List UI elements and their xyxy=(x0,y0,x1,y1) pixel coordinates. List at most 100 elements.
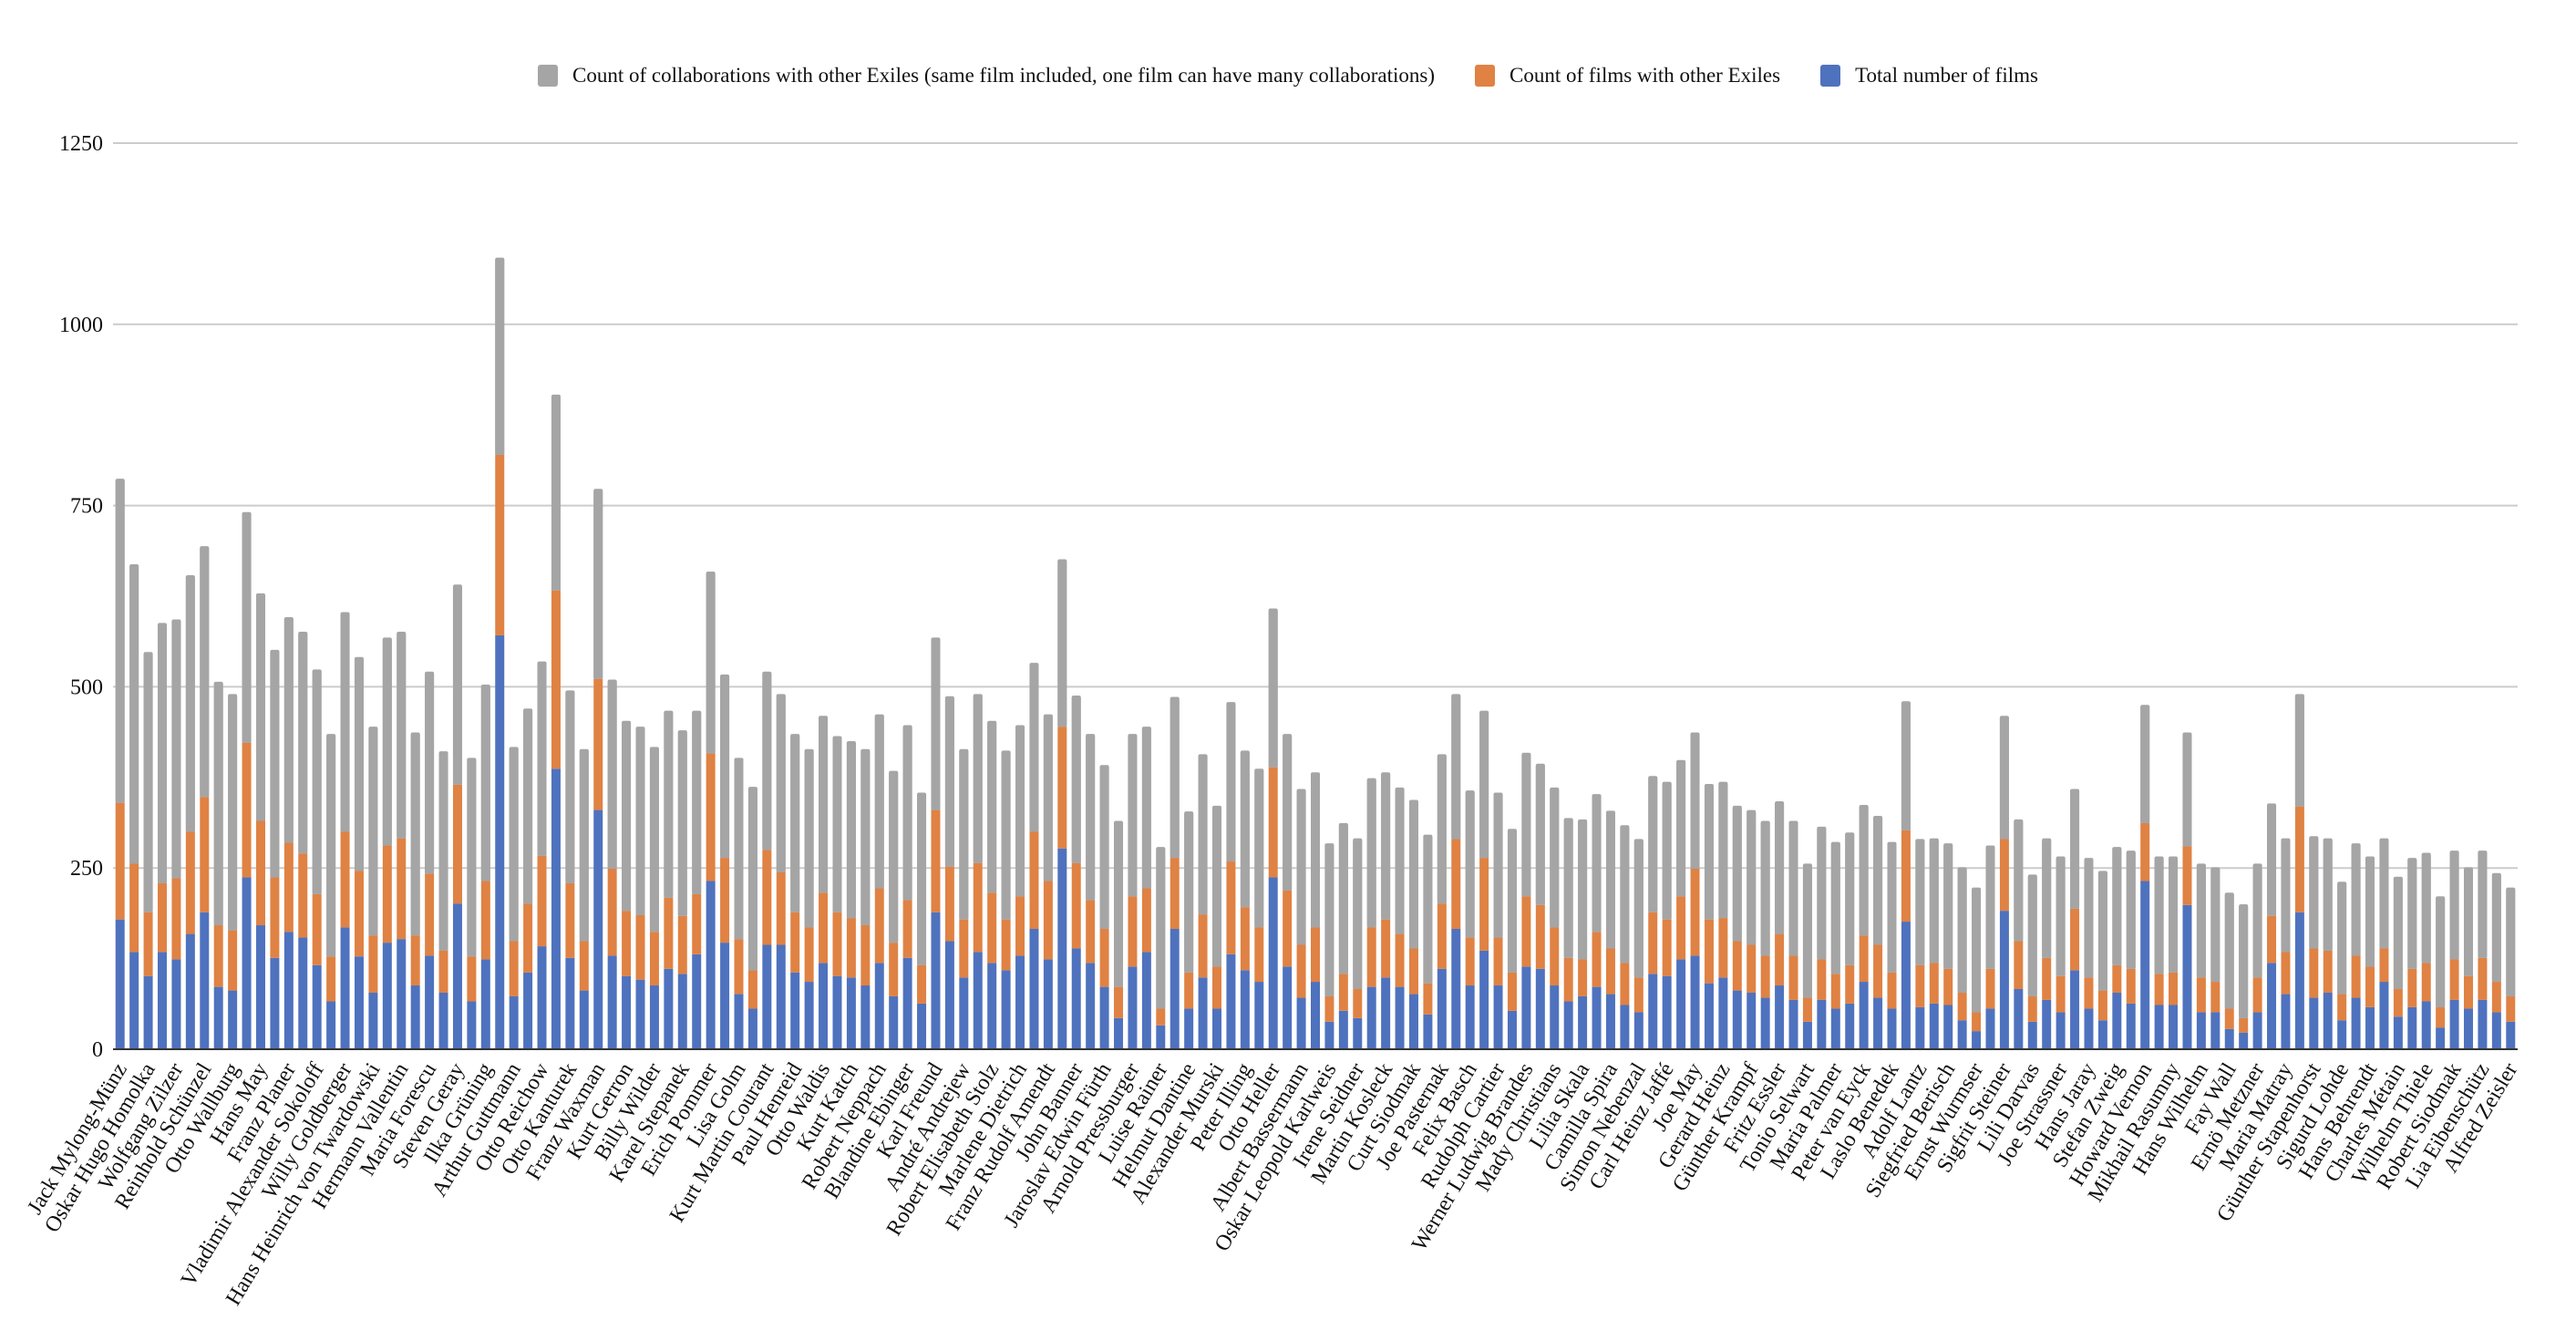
bar-stack[interactable] xyxy=(2478,851,2488,1049)
bar-stack[interactable] xyxy=(354,656,364,1049)
bar-segment-films-with-exiles[interactable] xyxy=(2042,957,2052,1000)
bar-segment-films-with-exiles[interactable] xyxy=(593,678,603,810)
bar-segment-total-films[interactable] xyxy=(1296,997,1306,1049)
bar-stack[interactable] xyxy=(1592,794,1602,1049)
bar-segment-total-films[interactable] xyxy=(1592,986,1602,1049)
bar-segment-films-with-exiles[interactable] xyxy=(185,831,195,934)
bar-stack[interactable] xyxy=(438,751,448,1049)
bar-segment-films-with-exiles[interactable] xyxy=(143,912,153,976)
bar-stack[interactable] xyxy=(1633,839,1643,1049)
bar-segment-films-with-exiles[interactable] xyxy=(1760,955,1770,998)
bar-stack[interactable] xyxy=(1732,805,1742,1049)
bar-segment-total-films[interactable] xyxy=(973,952,983,1049)
bar-stack[interactable] xyxy=(1437,754,1447,1049)
bar-stack[interactable] xyxy=(2210,867,2221,1049)
bar-segment-films-with-exiles[interactable] xyxy=(2014,941,2024,989)
bar-segment-films-with-exiles[interactable] xyxy=(1718,918,1728,978)
bar-segment-films-with-exiles[interactable] xyxy=(2210,982,2221,1013)
bar-segment-films-with-exiles[interactable] xyxy=(157,882,167,953)
bar-stack[interactable] xyxy=(762,671,772,1049)
bar-segment-total-films[interactable] xyxy=(283,932,294,1049)
bar-segment-total-films[interactable] xyxy=(1128,966,1138,1049)
bar-stack[interactable] xyxy=(1718,781,1728,1049)
bar-segment-films-with-exiles[interactable] xyxy=(1170,858,1180,929)
bar-stack[interactable] xyxy=(2491,872,2501,1049)
bar-stack[interactable] xyxy=(171,619,181,1049)
bar-segment-total-films[interactable] xyxy=(1845,1003,1855,1049)
bar-segment-total-films[interactable] xyxy=(1830,1008,1840,1049)
bar-stack[interactable] xyxy=(1240,750,1250,1049)
bar-segment-films-with-exiles[interactable] xyxy=(228,930,238,991)
bar-segment-films-with-exiles[interactable] xyxy=(959,919,969,978)
bar-stack[interactable] xyxy=(1985,845,1995,1049)
bar-segment-films-with-exiles[interactable] xyxy=(1887,972,1897,1009)
bar-segment-films-with-exiles[interactable] xyxy=(2027,995,2037,1022)
bar-segment-films-with-exiles[interactable] xyxy=(1226,861,1236,954)
bar-segment-total-films[interactable] xyxy=(917,1003,927,1049)
bar-segment-films-with-exiles[interactable] xyxy=(720,858,730,943)
bar-segment-total-films[interactable] xyxy=(143,975,153,1049)
bar-segment-total-films[interactable] xyxy=(846,977,856,1049)
bar-segment-total-films[interactable] xyxy=(1099,986,1109,1049)
bar-segment-total-films[interactable] xyxy=(874,963,884,1049)
bar-stack[interactable] xyxy=(2323,838,2333,1049)
bar-segment-films-with-exiles[interactable] xyxy=(1324,995,1334,1022)
bar-segment-total-films[interactable] xyxy=(649,985,659,1049)
bar-stack[interactable] xyxy=(270,649,280,1049)
bar-segment-total-films[interactable] xyxy=(1620,1005,1630,1049)
bar-segment-total-films[interactable] xyxy=(2281,994,2291,1049)
bar-stack[interactable] xyxy=(1901,701,1911,1049)
bar-segment-total-films[interactable] xyxy=(2182,904,2192,1049)
bar-segment-films-with-exiles[interactable] xyxy=(495,454,505,635)
bar-segment-films-with-exiles[interactable] xyxy=(2379,948,2389,983)
bar-segment-films-with-exiles[interactable] xyxy=(2097,990,2107,1021)
bar-segment-films-with-exiles[interactable] xyxy=(213,925,223,987)
bar-segment-films-with-exiles[interactable] xyxy=(2407,968,2417,1007)
bar-segment-total-films[interactable] xyxy=(2084,1008,2094,1049)
bar-segment-total-films[interactable] xyxy=(692,954,702,1049)
bar-stack[interactable] xyxy=(2393,876,2403,1049)
bar-segment-total-films[interactable] xyxy=(1057,848,1067,1049)
bar-stack[interactable] xyxy=(298,631,308,1049)
bar-segment-total-films[interactable] xyxy=(1859,982,1869,1049)
bar-stack[interactable] xyxy=(1747,809,1757,1049)
bar-stack[interactable] xyxy=(1324,843,1334,1049)
bar-stack[interactable] xyxy=(2042,838,2052,1049)
bar-segment-films-with-exiles[interactable] xyxy=(354,871,364,957)
bar-stack[interactable] xyxy=(664,710,674,1049)
bar-stack[interactable] xyxy=(1408,799,1418,1049)
bar-stack[interactable] xyxy=(242,511,252,1049)
bar-stack[interactable] xyxy=(2421,852,2431,1049)
bar-stack[interactable] xyxy=(495,257,505,1049)
bar-segment-total-films[interactable] xyxy=(537,946,547,1049)
bar-segment-total-films[interactable] xyxy=(2379,982,2389,1049)
bar-stack[interactable] xyxy=(1915,839,1925,1049)
bar-segment-films-with-exiles[interactable] xyxy=(2323,950,2333,993)
bar-stack[interactable] xyxy=(1423,834,1433,1049)
bar-segment-films-with-exiles[interactable] xyxy=(537,855,547,947)
bar-segment-films-with-exiles[interactable] xyxy=(2267,915,2277,964)
bar-segment-films-with-exiles[interactable] xyxy=(1550,927,1560,986)
bar-segment-total-films[interactable] xyxy=(1170,928,1180,1049)
bar-stack[interactable] xyxy=(2464,867,2474,1049)
bar-segment-total-films[interactable] xyxy=(1043,959,1053,1049)
bar-segment-films-with-exiles[interactable] xyxy=(1676,896,1686,960)
bar-segment-total-films[interactable] xyxy=(832,975,842,1049)
bar-stack[interactable] xyxy=(1071,695,1081,1049)
bar-segment-total-films[interactable] xyxy=(1788,999,1798,1049)
bar-segment-films-with-exiles[interactable] xyxy=(2294,806,2304,912)
bar-stack[interactable] xyxy=(1198,754,1208,1049)
bar-segment-films-with-exiles[interactable] xyxy=(2169,972,2179,1005)
bar-stack[interactable] xyxy=(213,681,223,1049)
bar-segment-films-with-exiles[interactable] xyxy=(2506,995,2516,1022)
bar-stack[interactable] xyxy=(410,732,420,1049)
bar-stack[interactable] xyxy=(1057,559,1067,1049)
bar-segment-total-films[interactable] xyxy=(467,1001,477,1049)
bar-stack[interactable] xyxy=(1605,810,1615,1049)
bar-segment-films-with-exiles[interactable] xyxy=(2252,977,2262,1013)
bar-segment-films-with-exiles[interactable] xyxy=(635,914,645,980)
bar-segment-films-with-exiles[interactable] xyxy=(1366,927,1376,987)
bar-segment-total-films[interactable] xyxy=(2239,1032,2249,1049)
bar-segment-total-films[interactable] xyxy=(762,944,772,1049)
bar-stack[interactable] xyxy=(607,679,617,1049)
